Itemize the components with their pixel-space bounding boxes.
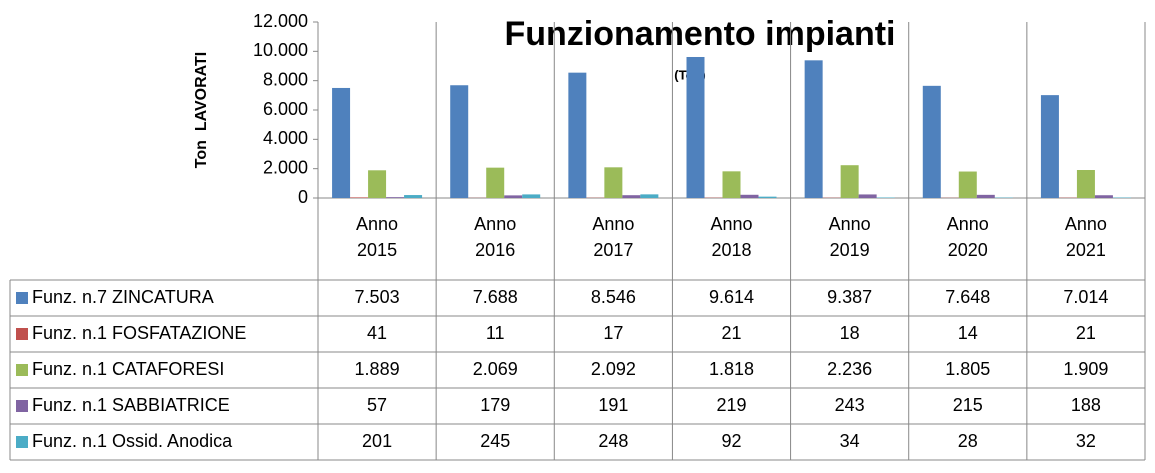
table-cell: 1.805 xyxy=(945,359,990,379)
x-tick-label: Anno 2021 xyxy=(1064,214,1107,260)
bar xyxy=(640,194,659,198)
legend-key xyxy=(16,364,28,376)
bar xyxy=(450,85,469,198)
legend-label: Funz. n.1 SABBIATRICE xyxy=(32,395,230,415)
x-tick-label: Anno 2018 xyxy=(710,214,753,260)
table-cell: 2.069 xyxy=(473,359,518,379)
table-cell: 245 xyxy=(480,431,510,451)
table-cell: 7.503 xyxy=(355,287,400,307)
table-cell: 7.014 xyxy=(1063,287,1108,307)
bar xyxy=(604,167,623,198)
bar xyxy=(686,56,705,199)
bar xyxy=(522,194,541,198)
table-cell: 32 xyxy=(1076,431,1096,451)
table-cell: 34 xyxy=(840,431,860,451)
table-cell: 1.818 xyxy=(709,359,754,379)
table-cell: 8.546 xyxy=(591,287,636,307)
bar xyxy=(840,165,859,198)
table-cell: 243 xyxy=(835,395,865,415)
bar xyxy=(504,195,523,198)
legend-label: Funz. n.1 CATAFORESI xyxy=(32,359,224,379)
table-cell: 188 xyxy=(1071,395,1101,415)
bar xyxy=(976,194,995,198)
legend-label: Funz. n.1 FOSFATAZIONE xyxy=(32,323,246,343)
table-cell: 2.236 xyxy=(827,359,872,379)
table-cell: 201 xyxy=(362,431,392,451)
table-cell: 191 xyxy=(598,395,628,415)
table-cell: 2.092 xyxy=(591,359,636,379)
bar xyxy=(622,195,641,198)
table-cell: 92 xyxy=(721,431,741,451)
x-tick-label: Anno 2020 xyxy=(946,214,989,260)
bar xyxy=(486,167,505,198)
table-cell: 11 xyxy=(486,323,505,343)
bar xyxy=(922,85,941,198)
bar xyxy=(722,171,741,198)
y-tick-label: 2.000 xyxy=(263,157,308,177)
bar xyxy=(386,197,405,198)
bar xyxy=(1040,95,1059,198)
legend-key xyxy=(16,292,28,304)
table-cell: 248 xyxy=(598,431,628,451)
bar xyxy=(404,195,423,198)
table-cell: 1.909 xyxy=(1063,359,1108,379)
x-tick-label: Anno 2017 xyxy=(592,214,635,260)
bar xyxy=(568,72,587,198)
table-cell: 18 xyxy=(840,323,860,343)
bar xyxy=(804,60,823,198)
table-cell: 215 xyxy=(953,395,983,415)
bar xyxy=(958,171,977,198)
x-tick-label: Anno 2019 xyxy=(828,214,871,260)
table-cell: 219 xyxy=(716,395,746,415)
legend-key xyxy=(16,400,28,412)
table-cell: 14 xyxy=(958,323,978,343)
y-tick-label: 10.000 xyxy=(253,40,308,60)
table-cell: 9.387 xyxy=(827,287,872,307)
y-tick-label: 8.000 xyxy=(263,69,308,89)
legend-label: Funz. n.1 Ossid. Anodica xyxy=(32,431,233,451)
table-cell: 179 xyxy=(480,395,510,415)
bar xyxy=(368,170,387,198)
y-tick-label: 6.000 xyxy=(263,99,308,119)
table-cell: 7.688 xyxy=(473,287,518,307)
table-cell: 21 xyxy=(1076,323,1096,343)
table-cell: 9.614 xyxy=(709,287,754,307)
bar xyxy=(858,194,877,198)
y-tick-label: 0 xyxy=(298,187,308,207)
y-axis-label: Ton LAVORATI xyxy=(193,52,210,168)
bar xyxy=(1094,195,1113,198)
bar xyxy=(740,194,759,198)
y-tick-label: 4.000 xyxy=(263,128,308,148)
y-tick-label: 12.000 xyxy=(253,11,308,31)
x-tick-label: Anno 2015 xyxy=(356,214,399,260)
chart-title: Funzionamento impianti xyxy=(505,15,896,53)
bar xyxy=(1076,170,1095,198)
bar xyxy=(758,196,777,198)
table-cell: 17 xyxy=(603,323,623,343)
table-cell: 1.889 xyxy=(355,359,400,379)
bar xyxy=(350,197,369,198)
x-tick-label: Anno 2016 xyxy=(474,214,517,260)
legend-key xyxy=(16,436,28,448)
legend-label: Funz. n.7 ZINCATURA xyxy=(32,287,214,307)
table-cell: 41 xyxy=(367,323,387,343)
legend-key xyxy=(16,328,28,340)
bar xyxy=(332,87,351,198)
table-cell: 28 xyxy=(958,431,978,451)
table-cell: 21 xyxy=(721,323,741,343)
table-cell: 7.648 xyxy=(945,287,990,307)
table-cell: 57 xyxy=(367,395,387,415)
